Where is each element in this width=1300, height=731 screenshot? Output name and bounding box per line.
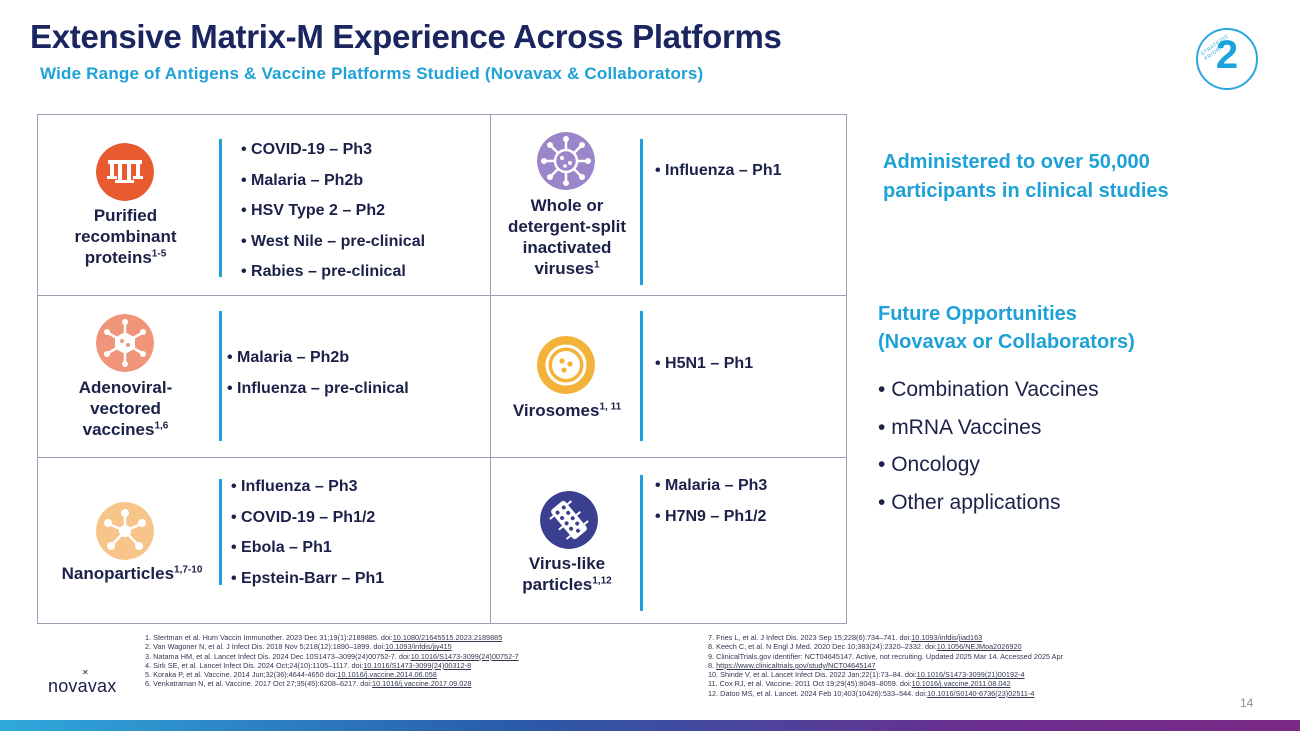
reference-link[interactable]: 10.1093/infdis/jiad163 xyxy=(911,633,983,642)
reference-link[interactable]: 10.1093/infdis/jiy415 xyxy=(385,642,452,652)
antigen-list: H5N1 – Ph1 xyxy=(655,349,753,380)
list-item: Malaria – Ph2b xyxy=(241,166,425,197)
list-item: COVID-19 – Ph3 xyxy=(241,135,425,166)
reference-item: 2. Van Wagoner N, et al. J Infect Dis. 2… xyxy=(145,642,452,652)
nanoparticle-icon xyxy=(96,502,154,560)
badge-number: 2 xyxy=(1215,33,1239,77)
reference-item: 11. Cox RJ, et al. Vaccine. 2011 Oct 19;… xyxy=(708,679,1011,689)
reference-item: 4. Sirk SE, et al. Lancet Infect Dis. 20… xyxy=(145,660,472,670)
reference-link[interactable]: 10.1016/S1473-3099(24)00312-8 xyxy=(363,660,472,670)
reference-item: 10. Shinde V, et al. Lancet Infect Dis. … xyxy=(708,670,1025,680)
vlp-icon xyxy=(540,491,598,549)
slide-subtitle: Wide Range of Antigens & Vaccine Platfor… xyxy=(40,64,704,83)
list-item: mRNA Vaccines xyxy=(878,409,1099,447)
accent-bar xyxy=(219,311,222,441)
adenovirus-icon xyxy=(96,314,154,372)
list-item: Oncology xyxy=(878,446,1099,484)
list-item: Epstein-Barr – Ph1 xyxy=(231,564,384,595)
references-left: 1. Stertman et al. Hum Vaccin Immunother… xyxy=(145,633,519,689)
list-item: Influenza – pre-clinical xyxy=(227,374,409,405)
logo-mark-icon: ✕ xyxy=(82,668,89,677)
reference-link[interactable]: 10.1016/S1473-3099(21)00192-4 xyxy=(916,670,1025,680)
virosome-icon xyxy=(537,336,595,394)
list-item: Combination Vaccines xyxy=(878,371,1098,409)
list-item: HSV Type 2 – Ph2 xyxy=(241,196,425,227)
accent-bar xyxy=(219,479,222,585)
reference-item: 1. Stertman et al. Hum Vaccin Immunother… xyxy=(145,633,503,642)
reference-item: 8. https://www.clinicaltrials.gov/study/… xyxy=(708,660,876,670)
platform-label: Purified recombinant proteins1-5 xyxy=(74,206,177,267)
reference-link[interactable]: 10.1016/j.vaccine.2011.08.042 xyxy=(911,679,1011,689)
references-right: 7. Fries L, et al. J Infect Dis. 2023 Se… xyxy=(708,633,1063,698)
platform-label: Virus-like particles1,12 xyxy=(522,554,612,594)
protein-icon xyxy=(96,143,154,201)
list-item: Rabies – pre-clinical xyxy=(241,257,425,288)
platform-label: Whole or detergent-split inactivated vir… xyxy=(507,196,627,278)
future-opportunities-list: Combination Vaccines mRNA Vaccines Oncol… xyxy=(878,371,1099,522)
list-item: Malaria – Ph2b xyxy=(227,343,409,374)
list-item: COVID-19 – Ph1/2 xyxy=(231,503,384,534)
accent-bar xyxy=(640,311,643,441)
reference-item: 12. Datoo MS, et al. Lancet. 2024 Feb 10… xyxy=(708,688,1035,698)
antigen-list: Influenza – Ph3 COVID-19 – Ph1/2 Ebola –… xyxy=(231,472,384,594)
accent-bar xyxy=(640,475,643,611)
list-item: H5N1 – Ph1 xyxy=(655,349,753,380)
reference-item: 6. Venkatraman N, et al. Vaccine. 2017 O… xyxy=(145,679,472,689)
reference-item: 3. Natama HM, et al. Lancet Infect Dis. … xyxy=(145,651,519,661)
virus-icon xyxy=(537,132,595,190)
future-opportunities-heading: Future Opportunities (Novavax or Collabo… xyxy=(878,303,1135,353)
novavax-logo: ✕ novavax xyxy=(48,668,117,696)
administered-callout: Administered to over 50,000 participants… xyxy=(883,151,1169,202)
antigen-list: Malaria – Ph2b Influenza – pre-clinical xyxy=(227,343,409,404)
reference-link[interactable]: 10.1080/21645515.2023.2189885 xyxy=(392,633,503,642)
reference-item: 5. Koraka P, et al. Vaccine. 2014 Jun;32… xyxy=(145,670,437,680)
list-item: West Nile – pre-clinical xyxy=(241,227,425,258)
footer-gradient-bar xyxy=(0,720,1300,731)
platform-grid: Purified recombinant proteins1-5 COVID-1… xyxy=(37,114,847,624)
strategic-priority-badge: STRATEGIC PRIORITY 2 xyxy=(1196,28,1258,90)
platform-label: Nanoparticles1,7-10 xyxy=(61,564,203,583)
list-item: Influenza – Ph3 xyxy=(231,472,384,503)
list-item: Malaria – Ph3 xyxy=(655,471,767,502)
platform-label: Virosomes1, 11 xyxy=(512,401,622,420)
platform-label: Adenoviral- vectored vaccines1,6 xyxy=(78,378,173,439)
grid-divider xyxy=(38,457,846,458)
badge-ring xyxy=(1196,28,1258,90)
list-item: Other applications xyxy=(878,484,1099,522)
reference-link[interactable]: 10.1016/S0140-6736(23)02511-4 xyxy=(927,688,1035,698)
grid-divider xyxy=(38,295,846,296)
reference-item: 8. Keech C, et al. N Engl J Med. 2020 De… xyxy=(708,642,1022,652)
grid-divider xyxy=(490,115,491,623)
reference-link[interactable]: 10.1016/j.vaccine.2014.06.058 xyxy=(337,670,437,680)
antigen-list: Malaria – Ph3 H7N9 – Ph1/2 xyxy=(655,471,767,532)
accent-bar xyxy=(640,139,643,285)
reference-link[interactable]: 10.1056/NEJMoa2026920 xyxy=(936,642,1022,652)
antigen-list: COVID-19 – Ph3 Malaria – Ph2b HSV Type 2… xyxy=(241,135,425,288)
reference-link[interactable]: 10.1016/j.vaccine.2017.09.028 xyxy=(372,679,472,689)
slide-title: Extensive Matrix-M Experience Across Pla… xyxy=(30,18,782,55)
list-item: Ebola – Ph1 xyxy=(231,533,384,564)
page-number: 14 xyxy=(1240,696,1254,710)
accent-bar xyxy=(219,139,222,277)
list-item: Influenza – Ph1 xyxy=(655,156,781,187)
reference-link[interactable]: https://www.clinicaltrials.gov/study/NCT… xyxy=(716,660,876,670)
antigen-list: Influenza – Ph1 xyxy=(655,156,781,187)
reference-item: 9. ClinicalTrials.gov identifier: NCT046… xyxy=(708,651,1064,661)
list-item: H7N9 – Ph1/2 xyxy=(655,502,767,533)
reference-item: 7. Fries L, et al. J Infect Dis. 2023 Se… xyxy=(708,633,983,642)
reference-link[interactable]: 10.1016/S1473-3099(24)00752-7 xyxy=(410,651,519,661)
